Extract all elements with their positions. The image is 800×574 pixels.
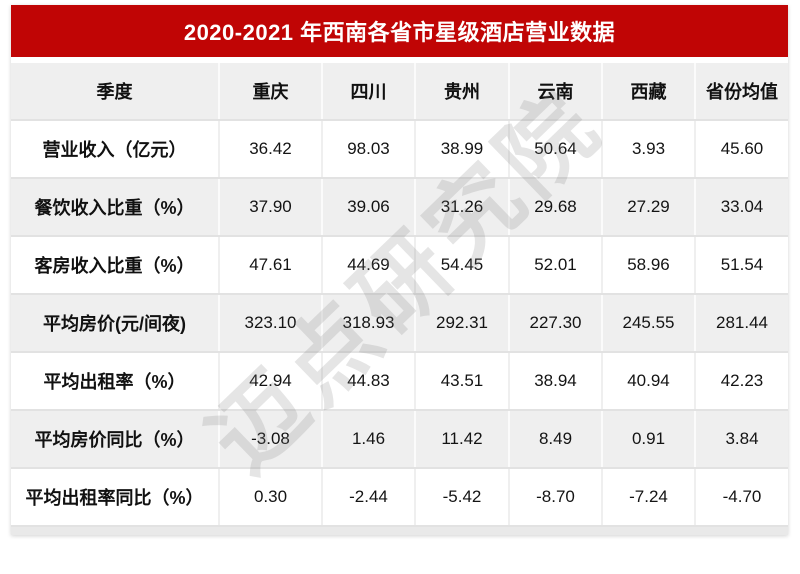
column-header-chongqing: 重庆 xyxy=(218,63,321,119)
table-cell: 50.64 xyxy=(508,121,601,177)
table-cell: 51.54 xyxy=(694,237,788,293)
table-row-occupancy-yoy: 平均出租率同比（%） 0.30 -2.44 -5.42 -8.70 -7.24 … xyxy=(11,469,788,527)
page-title: 2020-2021 年西南各省市星级酒店营业数据 xyxy=(183,20,616,45)
table-cell: 1.46 xyxy=(321,411,414,467)
data-table-card: 2020-2021 年西南各省市星级酒店营业数据 季度 重庆 四川 贵州 云南 … xyxy=(11,5,788,535)
table-cell: 245.55 xyxy=(601,295,694,351)
row-label: 餐饮收入比重（%） xyxy=(34,198,195,218)
table-header-row: 季度 重庆 四川 贵州 云南 西藏 省份均值 xyxy=(11,63,788,121)
table-row-food-share: 餐饮收入比重（%） 37.90 39.06 31.26 29.68 27.29 … xyxy=(11,179,788,237)
title-bar: 2020-2021 年西南各省市星级酒店营业数据 xyxy=(11,5,788,57)
table-row-room-share: 客房收入比重（%） 47.61 44.69 54.45 52.01 58.96 … xyxy=(11,237,788,295)
table-cell: 47.61 xyxy=(218,237,321,293)
table-row-occupancy: 平均出租率（%） 42.94 44.83 43.51 38.94 40.94 4… xyxy=(11,353,788,411)
row-label: 平均出租率同比（%） xyxy=(25,488,204,508)
table-cell: 42.23 xyxy=(694,353,788,409)
table-cell: 3.93 xyxy=(601,121,694,177)
table-cell: 3.84 xyxy=(694,411,788,467)
column-header-yunnan: 云南 xyxy=(508,63,601,119)
table-cell: 29.68 xyxy=(508,179,601,235)
table-cell: -2.44 xyxy=(321,469,414,525)
table-cell: 44.69 xyxy=(321,237,414,293)
table-cell: 40.94 xyxy=(601,353,694,409)
row-label: 营业收入（亿元） xyxy=(42,140,187,160)
table-cell: 0.91 xyxy=(601,411,694,467)
table-cell: 44.83 xyxy=(321,353,414,409)
table-cell: 98.03 xyxy=(321,121,414,177)
table-bottom-edge xyxy=(11,527,788,535)
column-header-tibet: 西藏 xyxy=(601,63,694,119)
table-cell: -8.70 xyxy=(508,469,601,525)
table-cell: -7.24 xyxy=(601,469,694,525)
table-cell: 323.10 xyxy=(218,295,321,351)
table-cell: 11.42 xyxy=(414,411,508,467)
table-cell: 0.30 xyxy=(218,469,321,525)
table-cell: 58.96 xyxy=(601,237,694,293)
table-row-revenue: 营业收入（亿元） 36.42 98.03 38.99 50.64 3.93 45… xyxy=(11,121,788,179)
table-cell: 54.45 xyxy=(414,237,508,293)
column-header-guizhou: 贵州 xyxy=(414,63,508,119)
title-gap xyxy=(11,57,788,63)
table-cell: 33.04 xyxy=(694,179,788,235)
row-label: 平均出租率（%） xyxy=(43,372,186,392)
table-cell: 36.42 xyxy=(218,121,321,177)
table-row-adr: 平均房价(元/间夜) 323.10 318.93 292.31 227.30 2… xyxy=(11,295,788,353)
table-cell: 39.06 xyxy=(321,179,414,235)
column-header-quarter: 季度 xyxy=(96,82,133,102)
table-cell: -4.70 xyxy=(694,469,788,525)
table-cell: 31.26 xyxy=(414,179,508,235)
table-cell: 38.99 xyxy=(414,121,508,177)
table-cell: -3.08 xyxy=(218,411,321,467)
table-cell: 38.94 xyxy=(508,353,601,409)
table-cell: 42.94 xyxy=(218,353,321,409)
table-row-adr-yoy: 平均房价同比（%） -3.08 1.46 11.42 8.49 0.91 3.8… xyxy=(11,411,788,469)
column-header-avg: 省份均值 xyxy=(694,63,788,119)
row-label: 平均房价(元/间夜) xyxy=(43,314,186,334)
table-cell: 37.90 xyxy=(218,179,321,235)
table-cell: 27.29 xyxy=(601,179,694,235)
column-header-sichuan: 四川 xyxy=(321,63,414,119)
row-label: 客房收入比重（%） xyxy=(34,256,195,276)
table-cell: 227.30 xyxy=(508,295,601,351)
table-cell: 281.44 xyxy=(694,295,788,351)
table-cell: 43.51 xyxy=(414,353,508,409)
table-cell: 8.49 xyxy=(508,411,601,467)
table-cell: 52.01 xyxy=(508,237,601,293)
table-cell: 292.31 xyxy=(414,295,508,351)
row-label: 平均房价同比（%） xyxy=(34,430,195,450)
table-cell: -5.42 xyxy=(414,469,508,525)
table-cell: 318.93 xyxy=(321,295,414,351)
table-cell: 45.60 xyxy=(694,121,788,177)
